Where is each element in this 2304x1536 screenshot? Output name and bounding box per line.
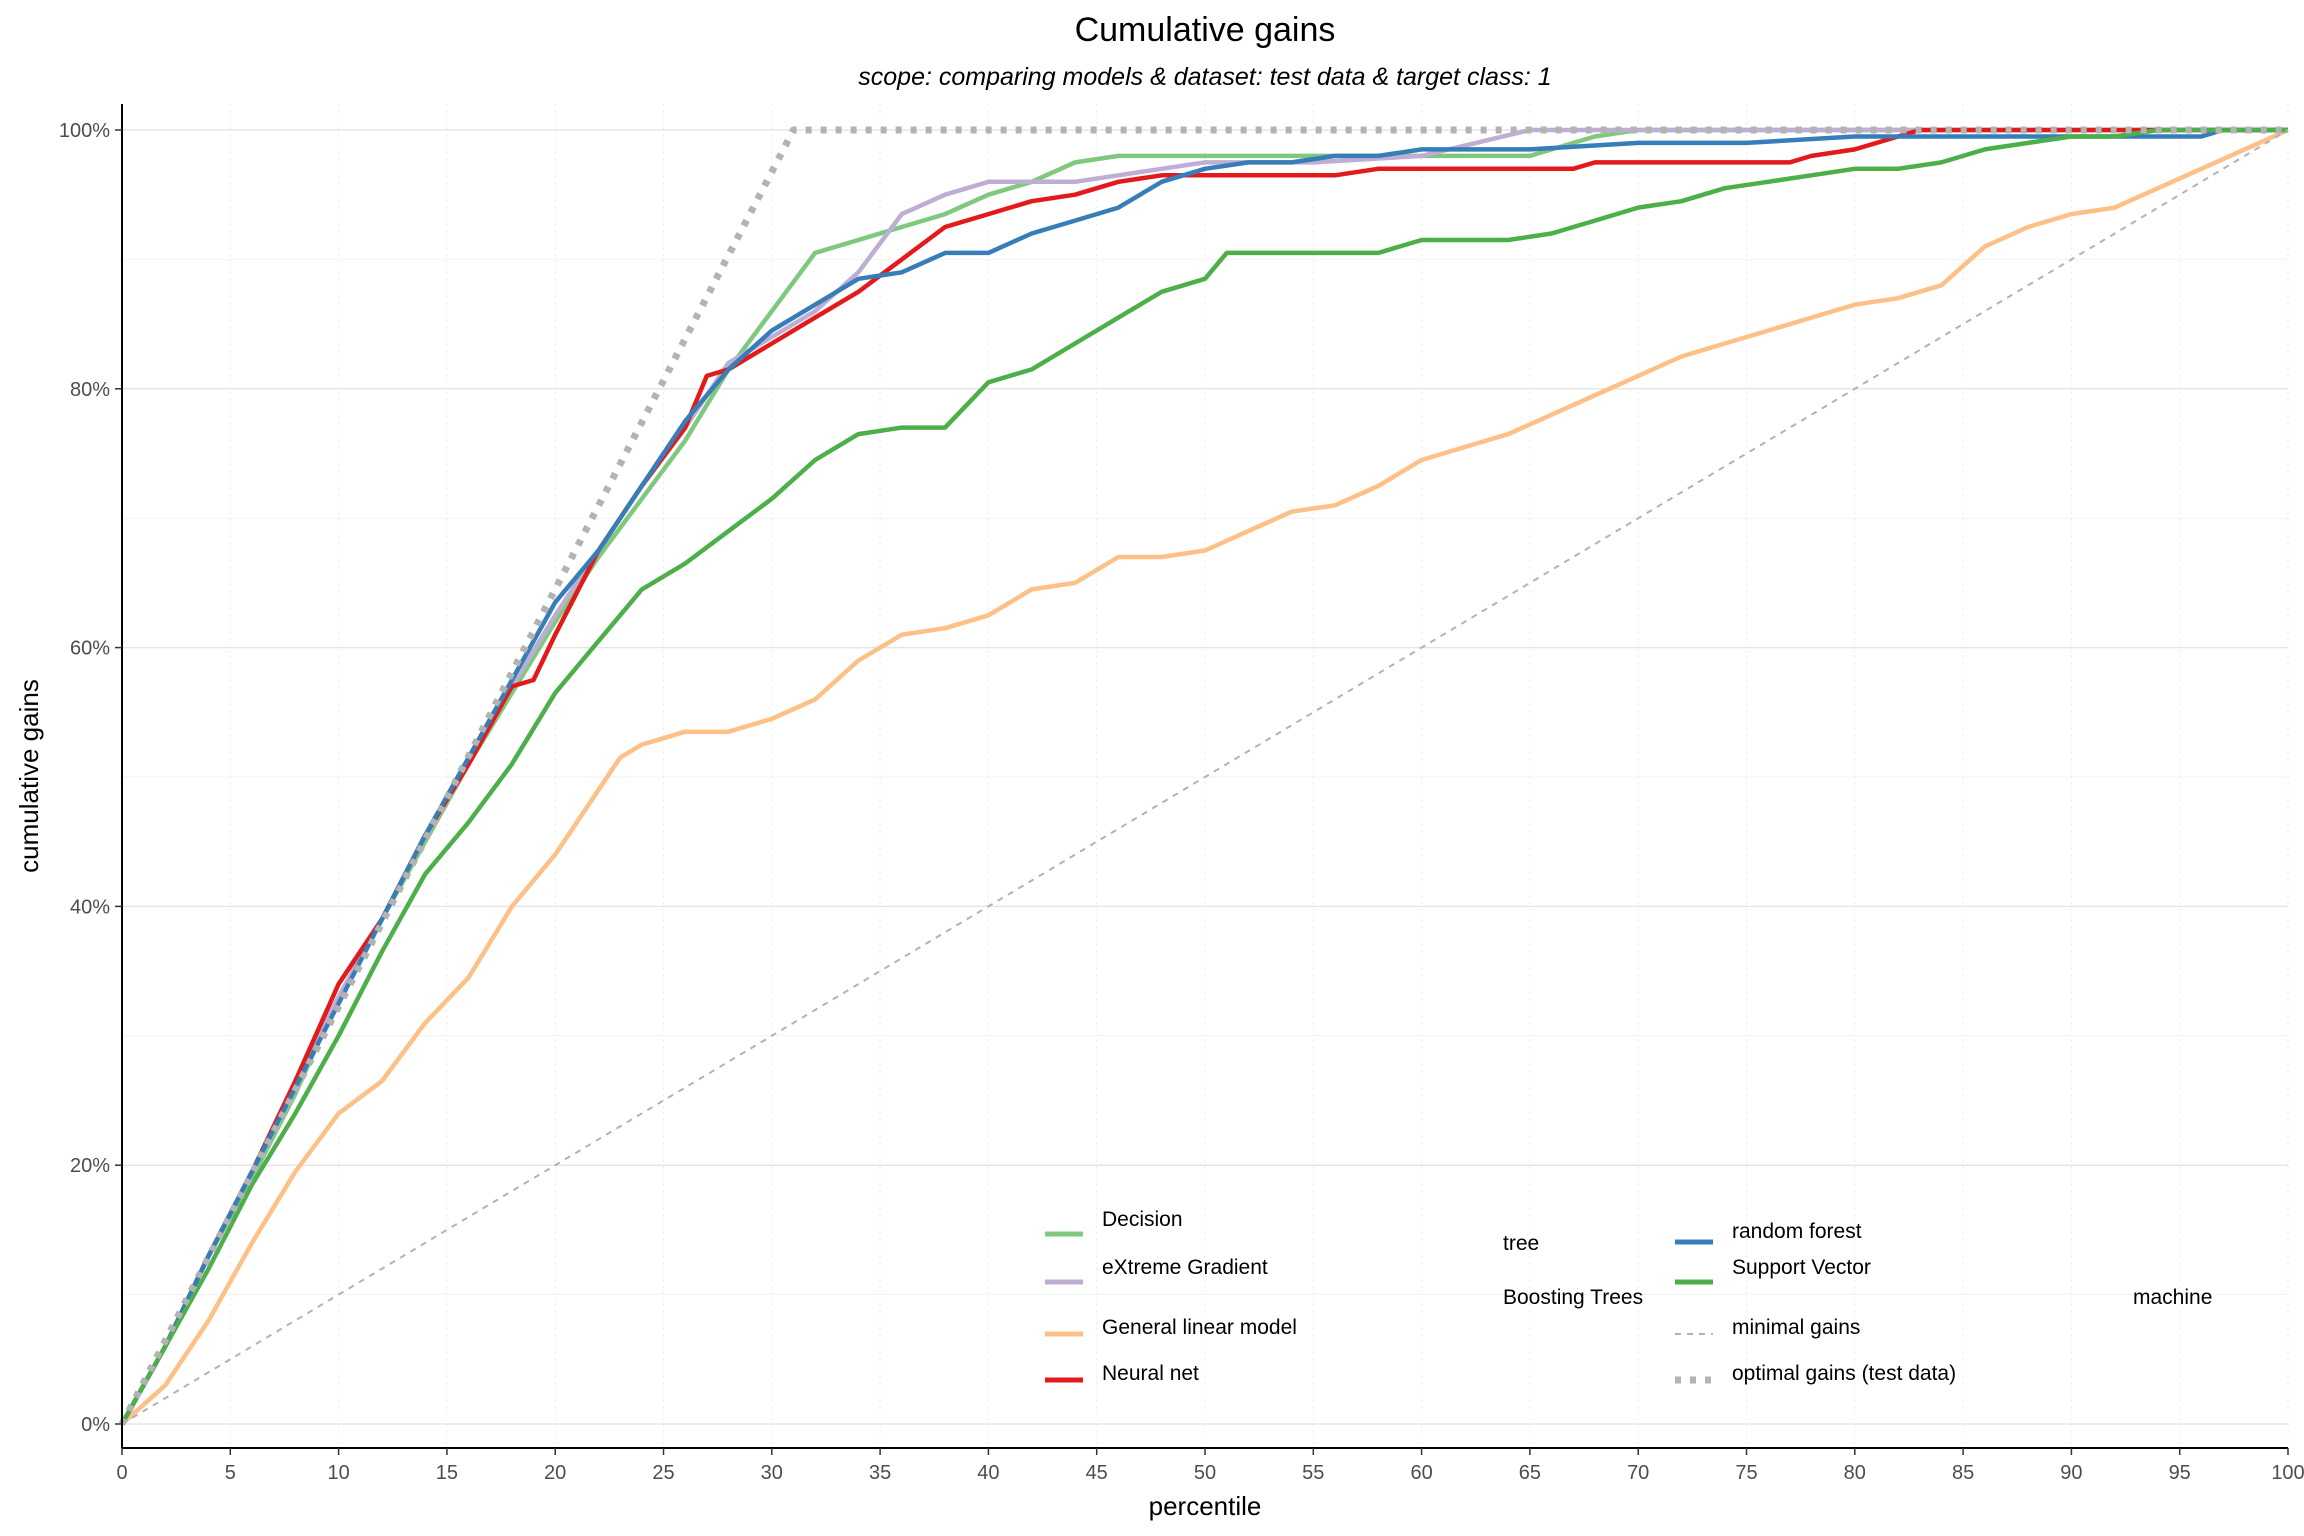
y-axis-title: cumulative gains (14, 679, 44, 873)
legend-label: minimal gains (1732, 1316, 1860, 1339)
y-tick-label: 20% (70, 1155, 110, 1177)
legend-label: eXtreme Gradient (1102, 1256, 1268, 1279)
x-tick-label: 15 (436, 1462, 458, 1484)
chart-title: Cumulative gains (1075, 11, 1336, 49)
legend-label: random forest (1732, 1220, 1862, 1243)
y-tick-label: 80% (70, 379, 110, 401)
x-tick-label: 35 (869, 1462, 891, 1484)
series-line-minimal-gains (121, 129, 2289, 1425)
x-tick-label: 65 (1519, 1462, 1541, 1484)
x-axis-ticks: 0 5 10 15 20 25 30 35 40 45 50 55 60 65 70 75 80 85 90 95 10… (116, 1448, 2304, 1484)
x-tick-label: 90 (2060, 1462, 2082, 1484)
x-tick-label: 50 (1194, 1462, 1216, 1484)
x-tick-label: 80 (1844, 1462, 1866, 1484)
legend-label: optimal gains (test data) (1732, 1362, 1956, 1385)
x-tick-label: 100 (2271, 1462, 2304, 1484)
legend-label: tree (1503, 1232, 1539, 1255)
y-tick-label: 60% (70, 638, 110, 660)
legend-label: Support Vector (1732, 1256, 1871, 1279)
x-tick-label: 60 (1410, 1462, 1432, 1484)
legend-label: General linear model (1102, 1316, 1297, 1339)
series-line-general-linear-model (120, 127, 2289, 1426)
x-tick-label: 45 (1086, 1462, 1108, 1484)
series-layer (118, 126, 2289, 1426)
legend: Decision tree eXtreme Gradient Boosting Tre… (1045, 1208, 2212, 1385)
y-tick-label: 0% (81, 1414, 110, 1436)
x-axis-title: percentile (1149, 1491, 1262, 1521)
x-tick-label: 75 (1735, 1462, 1757, 1484)
x-tick-label: 0 (116, 1462, 127, 1484)
x-tick-label: 95 (2169, 1462, 2191, 1484)
series-line-support-vector-machine (120, 127, 2288, 1426)
x-tick-label: 10 (327, 1462, 349, 1484)
legend-label: Boosting Trees (1503, 1286, 1643, 1309)
x-tick-label: 25 (652, 1462, 674, 1484)
series-line-optimal-gains-test-data (118, 126, 2288, 1426)
x-tick-label: 20 (544, 1462, 566, 1484)
y-axis-ticks: 0% 20% 40% 60% 80% 100% (59, 120, 122, 1436)
x-tick-label: 70 (1627, 1462, 1649, 1484)
legend-label: Neural net (1102, 1362, 1199, 1385)
x-tick-label: 55 (1302, 1462, 1324, 1484)
x-tick-label: 40 (977, 1462, 999, 1484)
chart-subtitle: scope: comparing models & dataset: test … (858, 63, 1551, 91)
legend-label: machine (2133, 1286, 2212, 1309)
legend-label: Decision (1102, 1208, 1183, 1231)
x-tick-label: 30 (761, 1462, 783, 1484)
y-tick-label: 40% (70, 896, 110, 918)
y-tick-label: 100% (59, 120, 110, 142)
x-tick-label: 85 (1952, 1462, 1974, 1484)
x-tick-label: 5 (225, 1462, 236, 1484)
